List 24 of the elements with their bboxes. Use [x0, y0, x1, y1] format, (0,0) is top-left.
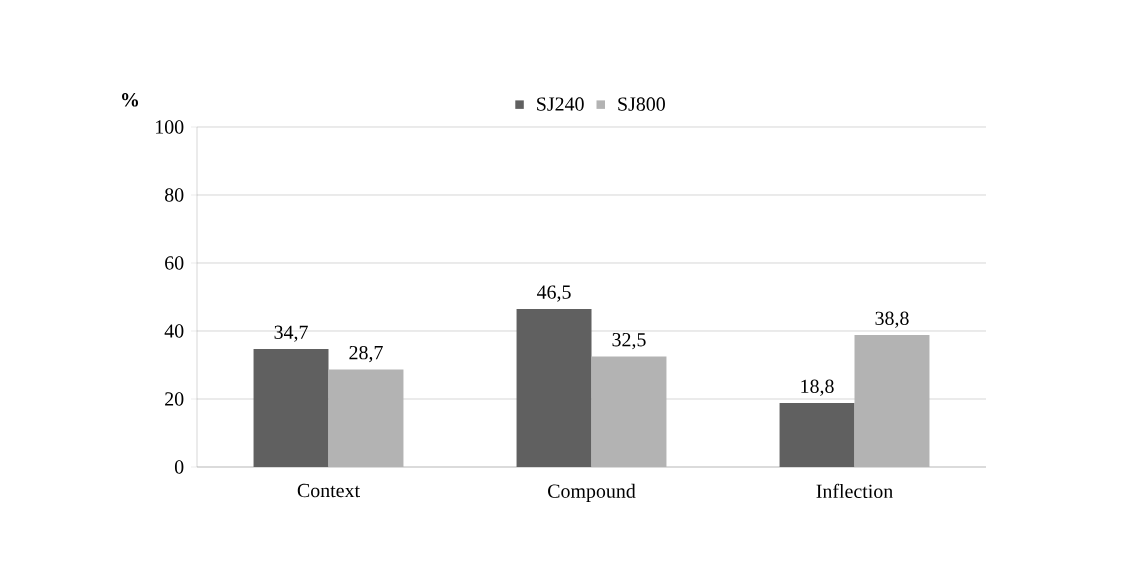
- data-label: 28,7: [349, 345, 383, 363]
- bar: [779, 403, 855, 467]
- x-tick-label: Inflection: [816, 483, 893, 499]
- x-tick-label: Compound: [548, 483, 636, 502]
- legend-label: SJ240: [537, 97, 584, 111]
- y-tick-label: 80: [165, 188, 184, 202]
- data-label: 32,5: [612, 333, 646, 350]
- legend-label: SJ800: [618, 97, 665, 111]
- data-label: 18,8: [801, 379, 834, 396]
- data-label: 38,8: [875, 311, 909, 328]
- bar: [591, 356, 667, 467]
- x-tick-label: Context: [297, 483, 360, 498]
- y-tick-label: 100: [156, 120, 184, 134]
- bar: [253, 349, 329, 467]
- y-tick-label: 60: [165, 256, 184, 270]
- bar: [516, 308, 592, 467]
- y-axis-title: %: [122, 93, 139, 107]
- data-label: 46,5: [536, 285, 571, 302]
- y-tick-label: 20: [165, 392, 184, 406]
- bar: [854, 335, 930, 467]
- y-tick-label: 0: [174, 460, 184, 474]
- bar: [328, 369, 404, 467]
- data-label: 34,7: [274, 325, 308, 342]
- y-tick-label: 40: [164, 324, 184, 338]
